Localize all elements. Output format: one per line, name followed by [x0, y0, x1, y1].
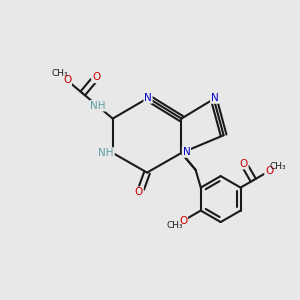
Text: N: N — [144, 93, 152, 103]
Text: NH: NH — [91, 101, 106, 111]
Text: O: O — [179, 216, 187, 226]
Text: O: O — [92, 72, 100, 82]
Text: CH₃: CH₃ — [167, 221, 184, 230]
Text: O: O — [63, 75, 71, 85]
Text: CH₃: CH₃ — [269, 162, 286, 171]
Text: CH₃: CH₃ — [51, 69, 68, 78]
Text: NH: NH — [98, 148, 114, 158]
Text: N: N — [182, 147, 190, 157]
Text: N: N — [211, 93, 219, 103]
Text: O: O — [265, 166, 273, 176]
Text: O: O — [240, 159, 248, 169]
Text: O: O — [135, 187, 143, 197]
